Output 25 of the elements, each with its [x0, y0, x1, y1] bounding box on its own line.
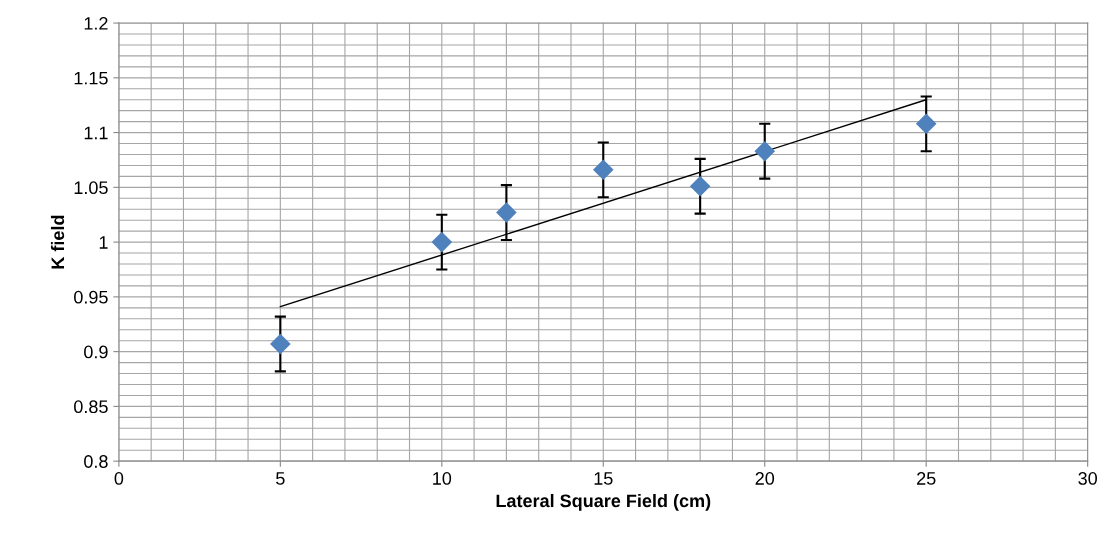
y-axis-title: K field [50, 215, 65, 269]
x-tick-label: 10 [433, 472, 452, 485]
x-tick-label: 25 [917, 472, 936, 485]
y-tick-label: 0.85 [74, 400, 108, 414]
y-tick-label: 1 [99, 236, 108, 249]
y-tick-label: 1.1 [84, 126, 108, 140]
point [689, 175, 711, 197]
point [270, 333, 291, 355]
x-tick-label: 15 [594, 472, 613, 485]
x-tick-label: 30 [1078, 472, 1098, 485]
point [915, 113, 937, 135]
point [496, 202, 517, 223]
y-tick-label: 1.15 [74, 71, 108, 85]
y-tick-label: 1.05 [74, 181, 108, 195]
y-tick-label: 1.2 [84, 16, 108, 30]
y-tick-label: 0.95 [74, 290, 108, 304]
point [431, 231, 453, 253]
y-tick-label: 0.9 [84, 345, 108, 359]
x-tick-label: 5 [276, 472, 285, 485]
point [592, 159, 614, 181]
x-tick-label: 20 [755, 472, 775, 485]
x-tick-label: 0 [114, 472, 124, 485]
x-axis-title: Lateral Square Field (cm) [496, 493, 711, 511]
y-tick-label: 0.8 [84, 455, 108, 468]
point [754, 140, 776, 162]
